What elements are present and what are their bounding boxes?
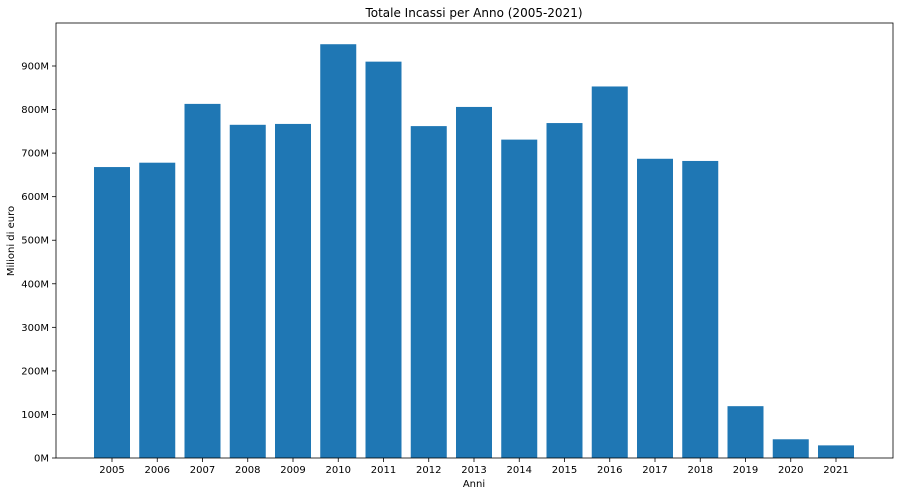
x-tick-label-2012: 2012 xyxy=(416,465,441,476)
bar-2016 xyxy=(591,86,628,459)
x-tick-label-2009: 2009 xyxy=(280,465,305,476)
x-tick-label-2019: 2019 xyxy=(733,465,758,476)
bar-2017 xyxy=(637,158,673,459)
bar-2014 xyxy=(501,139,538,458)
x-axis: 2005 2006 2007 2008 2009 2010 2011 2012 2013 2014… xyxy=(99,458,849,476)
bar-2007 xyxy=(184,103,221,458)
y-tick-label-900: 900M xyxy=(21,62,49,73)
x-tick-label-2014: 2014 xyxy=(507,465,532,476)
y-axis-label: Milioni di euro xyxy=(6,206,17,276)
y-tick-label-100: 100M xyxy=(21,410,49,421)
bar-2005 xyxy=(94,167,130,458)
bar-2021 xyxy=(818,445,854,458)
x-tick-label-2011: 2011 xyxy=(371,465,396,476)
bar-2015 xyxy=(546,123,583,459)
bar-2010 xyxy=(320,44,357,458)
x-tick-label-2007: 2007 xyxy=(190,465,215,476)
bar-2018 xyxy=(682,160,719,458)
x-tick-label-2015: 2015 xyxy=(552,465,577,476)
bar-2013 xyxy=(456,106,492,458)
x-tick-label-2005: 2005 xyxy=(99,465,124,476)
x-tick-label-2018: 2018 xyxy=(688,465,713,476)
x-tick-label-2021: 2021 xyxy=(823,465,848,476)
x-axis-label: Anni xyxy=(463,479,485,490)
bars-group xyxy=(94,44,854,459)
y-tick-label-300: 300M xyxy=(21,323,49,334)
x-tick-label-2020: 2020 xyxy=(778,465,803,476)
bar-2006 xyxy=(139,162,176,458)
y-tick-label-800: 800M xyxy=(21,105,49,116)
bar-2009 xyxy=(275,123,311,458)
x-tick-label-2013: 2013 xyxy=(461,465,486,476)
y-axis: 0M 100M 200M 300M 400M 500M 600M 700M 800M 900M xyxy=(21,62,56,465)
y-tick-label-700: 700M xyxy=(21,149,49,160)
x-tick-label-2017: 2017 xyxy=(642,465,667,476)
bar-2011 xyxy=(365,61,402,459)
x-tick-label-2016: 2016 xyxy=(597,465,622,476)
chart-title: Totale Incassi per Anno (2005-2021) xyxy=(364,6,582,20)
x-tick-label-2010: 2010 xyxy=(326,465,351,476)
y-tick-label-200: 200M xyxy=(21,366,49,377)
x-tick-label-2008: 2008 xyxy=(235,465,260,476)
y-tick-label-400: 400M xyxy=(21,279,49,290)
bar-2012 xyxy=(410,126,447,459)
bar-2020 xyxy=(772,439,809,458)
y-tick-label-600: 600M xyxy=(21,192,49,203)
bar-2019 xyxy=(727,406,764,458)
bar-2008 xyxy=(229,124,266,459)
y-tick-label-500: 500M xyxy=(21,236,49,247)
x-tick-label-2006: 2006 xyxy=(145,465,170,476)
y-tick-label-0: 0M xyxy=(34,454,49,465)
